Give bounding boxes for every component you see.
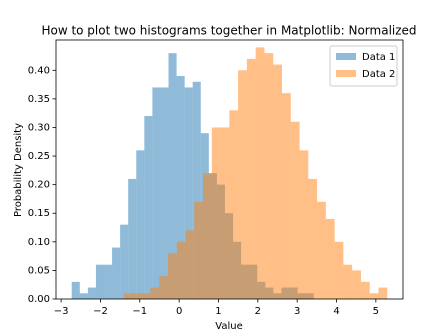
histogram-bar: [325, 218, 335, 299]
histogram-bar: [124, 293, 133, 299]
histogram-bar: [343, 264, 353, 299]
x-tick-label: −1: [132, 306, 147, 317]
histogram-bar: [150, 287, 160, 299]
x-tick-label: 3: [294, 306, 300, 317]
legend-label: Data 1: [362, 52, 395, 63]
histogram-bar: [255, 47, 265, 299]
legend-label: Data 2: [362, 69, 395, 80]
axes-frame: [55, 39, 404, 300]
histogram-bar: [281, 93, 291, 300]
histogram-bar: [290, 121, 300, 299]
x-axis-label: Value: [215, 321, 242, 332]
x-tick-label: 1: [215, 306, 221, 317]
histogram-bar: [112, 247, 121, 299]
histogram-bar: [185, 230, 195, 299]
legend-swatch: [336, 70, 356, 77]
histogram-bar: [273, 64, 282, 299]
histogram-bar: [71, 281, 80, 299]
y-tick-label: 0.30: [28, 122, 50, 133]
histogram-bar: [184, 87, 193, 299]
y-tick-label: 0.05: [28, 265, 50, 276]
histogram-bar: [144, 116, 153, 299]
histogram-bar: [238, 70, 247, 299]
y-axis-label: Probability Density: [13, 123, 24, 217]
histogram-bar: [317, 201, 326, 299]
histogram-bar: [167, 253, 177, 299]
histogram-bar: [203, 173, 212, 299]
histogram-bar: [352, 270, 361, 299]
histogram-bar: [220, 127, 230, 299]
y-tick-label: 0.10: [28, 237, 50, 248]
x-tick-label: 2: [255, 306, 261, 317]
histogram-bar: [132, 293, 142, 299]
histogram-bar: [128, 178, 137, 299]
histogram-bar: [194, 201, 204, 299]
histogram-bar: [95, 264, 104, 299]
y-tick-label: 0.15: [28, 208, 50, 219]
histogram-bar: [176, 241, 186, 299]
histogram-bar: [152, 87, 161, 299]
histogram-bar: [103, 264, 113, 299]
histogram-bar: [168, 53, 177, 299]
x-tick-label: −3: [54, 306, 69, 317]
histogram-bar: [334, 241, 344, 299]
x-tick-label: −2: [93, 306, 108, 317]
histogram-bar: [369, 293, 379, 299]
histogram-bar: [159, 276, 168, 299]
histogram-bar: [308, 178, 318, 299]
histogram-bar: [160, 87, 169, 299]
y-tick-label: 0.25: [28, 151, 50, 162]
histogram-bar: [211, 127, 221, 299]
chart-title: How to plot two histograms together in M…: [41, 24, 416, 38]
histogram-bar: [229, 110, 239, 300]
y-tick-label: 0.40: [28, 65, 50, 76]
x-tick-label: 5: [373, 306, 379, 317]
histogram-bar: [176, 76, 185, 299]
y-tick-label: 0.00: [28, 294, 50, 305]
histogram-bar: [360, 281, 370, 299]
x-tick-label: 4: [333, 306, 339, 317]
histogram-bar: [192, 81, 201, 299]
histogram-bar: [136, 150, 145, 299]
histogram-bar: [246, 58, 256, 299]
histogram-bar: [299, 150, 309, 299]
y-tick-label: 0.35: [28, 94, 50, 105]
histogram-bar: [87, 287, 96, 299]
histogram-bar: [79, 293, 88, 299]
x-tick-label: 0: [176, 306, 182, 317]
y-tick-label: 0.20: [28, 180, 50, 191]
histogram-bar: [120, 224, 129, 299]
legend-swatch: [336, 53, 356, 60]
histogram-bar: [141, 293, 151, 299]
histogram-bar: [264, 53, 274, 299]
histogram-bar: [378, 287, 388, 299]
